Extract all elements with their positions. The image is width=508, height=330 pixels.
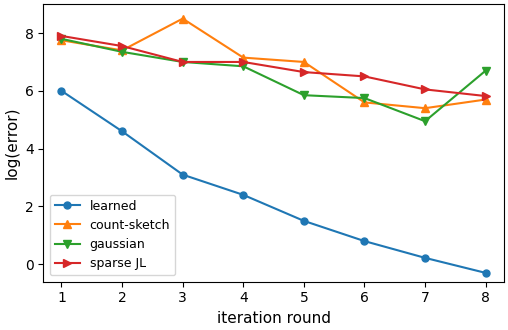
sparse JL bbox=[240, 60, 246, 64]
Line: learned: learned bbox=[58, 87, 489, 276]
X-axis label: iteration round: iteration round bbox=[216, 311, 331, 326]
Legend: learned, count-sketch, gaussian, sparse JL: learned, count-sketch, gaussian, sparse … bbox=[50, 195, 175, 275]
learned bbox=[483, 271, 489, 275]
learned bbox=[422, 256, 428, 260]
count-sketch bbox=[58, 38, 65, 42]
gaussian bbox=[422, 119, 428, 123]
sparse JL bbox=[361, 75, 367, 79]
gaussian bbox=[240, 64, 246, 68]
count-sketch bbox=[119, 49, 125, 52]
count-sketch bbox=[240, 56, 246, 60]
count-sketch bbox=[301, 60, 307, 64]
learned bbox=[240, 193, 246, 197]
learned bbox=[119, 129, 125, 133]
Line: count-sketch: count-sketch bbox=[57, 15, 490, 112]
Y-axis label: log(error): log(error) bbox=[4, 107, 19, 179]
count-sketch bbox=[483, 98, 489, 102]
gaussian bbox=[58, 37, 65, 41]
sparse JL bbox=[180, 60, 186, 64]
gaussian bbox=[361, 96, 367, 100]
gaussian bbox=[180, 60, 186, 64]
Line: gaussian: gaussian bbox=[57, 35, 490, 125]
Line: sparse JL: sparse JL bbox=[57, 32, 490, 100]
sparse JL bbox=[483, 94, 489, 98]
count-sketch bbox=[180, 16, 186, 20]
learned bbox=[180, 173, 186, 177]
sparse JL bbox=[58, 34, 65, 38]
learned bbox=[58, 89, 65, 93]
gaussian bbox=[483, 69, 489, 73]
sparse JL bbox=[422, 87, 428, 91]
sparse JL bbox=[301, 70, 307, 74]
count-sketch bbox=[422, 106, 428, 110]
gaussian bbox=[119, 50, 125, 54]
count-sketch bbox=[361, 100, 367, 104]
gaussian bbox=[301, 93, 307, 97]
learned bbox=[361, 239, 367, 243]
sparse JL bbox=[119, 44, 125, 48]
learned bbox=[301, 219, 307, 223]
